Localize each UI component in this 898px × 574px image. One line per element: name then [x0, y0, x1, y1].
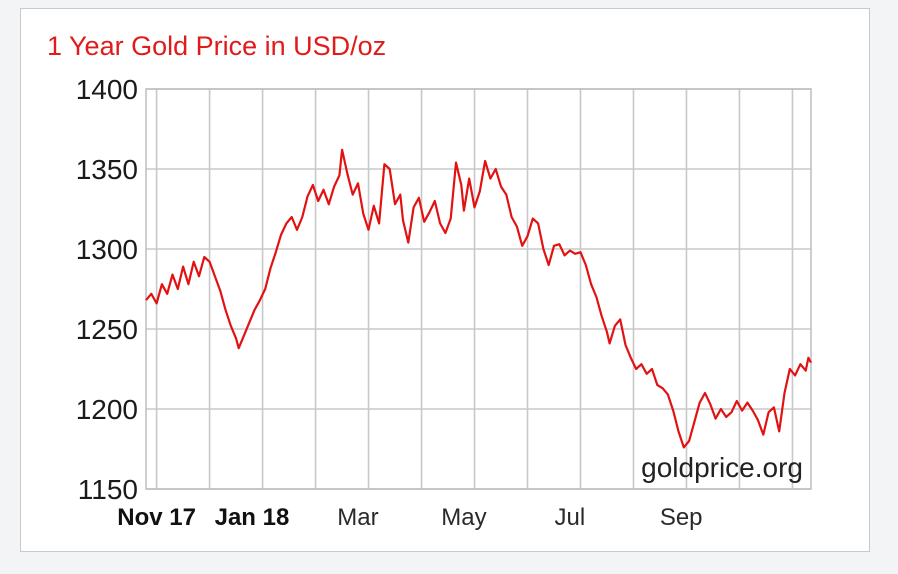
y-axis-ticks: 1150 1200 1250 1300 1350 1400 — [76, 74, 138, 505]
gold-price-line — [145, 148, 812, 449]
y-tick-label: 1300 — [76, 234, 138, 265]
x-tick-label: Jan 18 — [215, 504, 290, 531]
x-tick-label: May — [441, 504, 486, 531]
grid-layer — [146, 88, 811, 490]
y-tick-label: 1200 — [76, 394, 138, 425]
x-tick-label: Sep — [660, 504, 703, 531]
chart-card: 1 Year Gold Price in USD/oz 1150 1200 1250… — [20, 8, 870, 552]
x-tick-label: Nov 17 — [117, 504, 196, 531]
source-watermark: goldprice.org — [641, 452, 803, 483]
y-tick-label: 1350 — [76, 154, 138, 185]
plot-frame — [145, 88, 812, 490]
x-tick-label: Jul — [555, 504, 586, 531]
x-axis-ticks: Nov 17 Jan 18 Mar May Jul Sep — [117, 504, 702, 531]
y-tick-label: 1400 — [76, 74, 138, 105]
y-tick-label: 1250 — [76, 314, 138, 345]
x-tick-label: Mar — [337, 504, 378, 531]
gold-price-chart: 1 Year Gold Price in USD/oz 1150 1200 1250… — [47, 31, 812, 531]
y-tick-label: 1150 — [78, 474, 138, 505]
chart-title: 1 Year Gold Price in USD/oz — [47, 31, 386, 61]
